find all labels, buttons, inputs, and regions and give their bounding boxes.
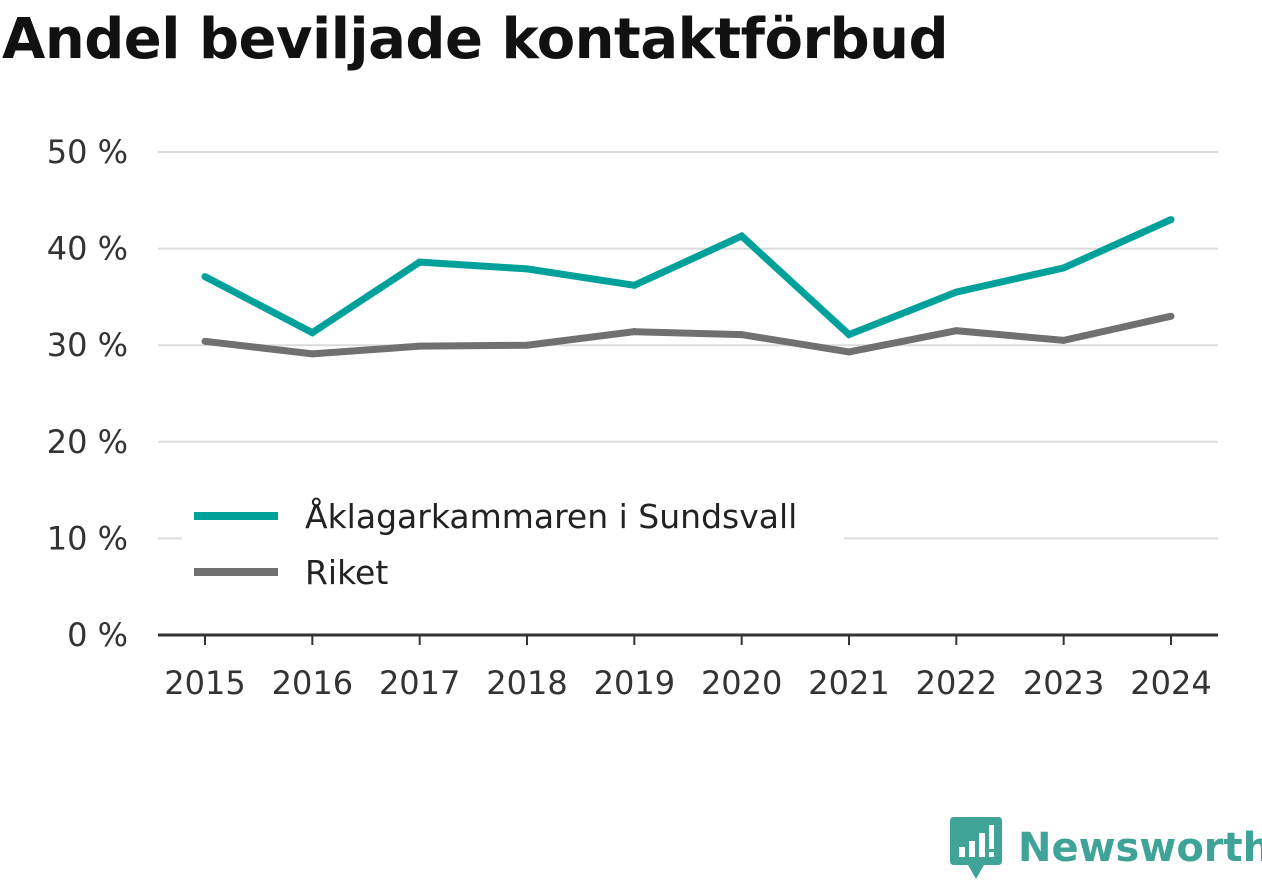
series-line-1 bbox=[203, 216, 1173, 339]
data-point bbox=[1060, 336, 1068, 344]
legend-background bbox=[182, 486, 844, 604]
data-point bbox=[1167, 216, 1175, 224]
data-point bbox=[201, 273, 209, 281]
x-axis bbox=[158, 633, 1218, 645]
brand-logo: Newsworthy bbox=[950, 816, 1262, 880]
newsworthy-logo-icon bbox=[950, 817, 1002, 879]
data-point bbox=[1060, 264, 1068, 272]
data-point bbox=[523, 341, 531, 349]
data-point bbox=[845, 331, 853, 339]
data-point bbox=[738, 331, 746, 339]
legend-label: Riket bbox=[305, 553, 388, 592]
x-tick-label: 2021 bbox=[808, 664, 889, 702]
y-axis-tick-labels: 0 % 10 % 20 % 30 % 40 % 50 % bbox=[47, 133, 128, 654]
gridlines bbox=[158, 151, 1218, 540]
x-tick-label: 2024 bbox=[1130, 664, 1211, 702]
data-point bbox=[738, 232, 746, 240]
x-tick-label: 2022 bbox=[916, 664, 997, 702]
data-point bbox=[845, 348, 853, 356]
series-lines bbox=[201, 216, 1175, 358]
x-tick-label: 2023 bbox=[1023, 664, 1104, 702]
data-point bbox=[308, 329, 316, 337]
data-point bbox=[308, 350, 316, 358]
data-point bbox=[630, 281, 638, 289]
data-point bbox=[952, 327, 960, 335]
y-tick-label: 50 % bbox=[47, 133, 128, 171]
brand-name: Newsworthy bbox=[1018, 825, 1262, 871]
data-point bbox=[416, 258, 424, 266]
x-tick-label: 2016 bbox=[272, 664, 353, 702]
y-tick-label: 40 % bbox=[47, 230, 128, 268]
data-point bbox=[416, 342, 424, 350]
y-tick-label: 0 % bbox=[67, 616, 128, 654]
y-tick-label: 20 % bbox=[47, 423, 128, 461]
x-tick-label: 2018 bbox=[486, 664, 567, 702]
x-axis-tick-labels: 2015 2016 2017 2018 2019 2020 2021 2022 2023 2024 bbox=[164, 664, 1211, 702]
data-point bbox=[201, 337, 209, 345]
data-point bbox=[952, 288, 960, 296]
data-point bbox=[523, 265, 531, 273]
x-tick-label: 2019 bbox=[594, 664, 675, 702]
chart-title: Andel beviljade kontaktförbud bbox=[2, 7, 949, 72]
y-tick-label: 30 % bbox=[47, 326, 128, 364]
y-tick-label: 10 % bbox=[47, 519, 128, 557]
legend-label: Åklagarkammaren i Sundsvall bbox=[305, 496, 797, 536]
data-point bbox=[630, 328, 638, 336]
series-line-2 bbox=[204, 312, 1172, 358]
legend: Åklagarkammaren i Sundsvall Riket bbox=[182, 486, 844, 604]
x-tick-label: 2017 bbox=[379, 664, 460, 702]
x-tick-label: 2020 bbox=[701, 664, 782, 702]
x-tick-label: 2015 bbox=[164, 664, 245, 702]
data-point bbox=[1167, 312, 1175, 320]
